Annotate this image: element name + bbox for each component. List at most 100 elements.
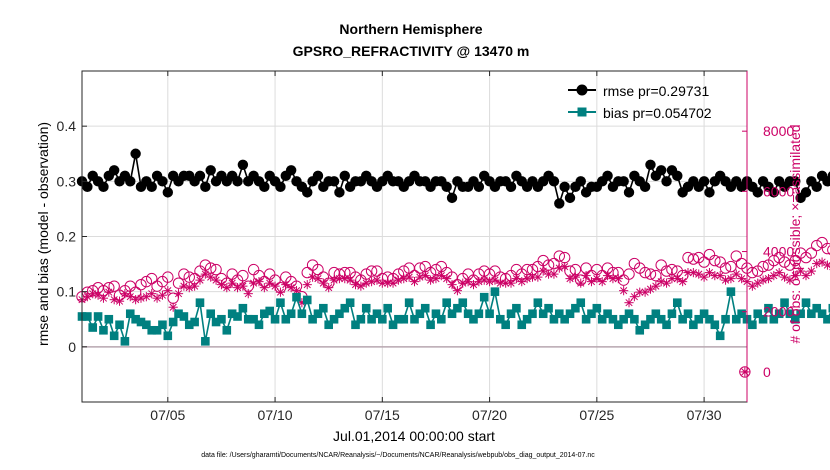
obs-assimilated-point (259, 283, 269, 293)
bias-point (785, 309, 795, 319)
x-tick-label: 07/05 (150, 407, 185, 423)
obs-possible-point (398, 265, 410, 277)
bias-point (265, 306, 275, 316)
obs-assimilated-point (747, 281, 757, 291)
bias-point (774, 309, 784, 319)
bias-point (624, 309, 634, 319)
bias-point (152, 325, 162, 335)
obs-possible-point (757, 260, 769, 273)
right-tick-label: 2000 (763, 304, 794, 320)
obs-assimilated-point (147, 289, 157, 299)
bias-point (721, 314, 730, 324)
obs-possible-point (365, 265, 378, 277)
obs-possible-point (623, 268, 635, 280)
obs-possible-point (548, 257, 560, 270)
rmse-point (645, 159, 656, 170)
bias-point (142, 320, 151, 330)
bias-point (630, 314, 639, 324)
bias-point (120, 337, 130, 346)
bias-point (415, 309, 425, 319)
bias-point (324, 320, 333, 330)
bias-point (351, 320, 360, 330)
bias-point (807, 309, 816, 319)
obs-possible-point (371, 265, 383, 277)
left-tick-label: 0 (68, 339, 76, 355)
obs-possible-point (805, 247, 818, 259)
rmse-point (752, 187, 763, 198)
bias-point (319, 303, 328, 313)
bias-point (453, 303, 462, 313)
rmse-point (623, 187, 635, 198)
bias-point (447, 309, 457, 319)
bias-point (469, 314, 478, 324)
obs-possible-point (221, 277, 233, 289)
bias-point (356, 314, 366, 324)
x-tick-label: 07/20 (472, 407, 507, 423)
rmse-point (505, 181, 517, 193)
bias-point (238, 303, 248, 313)
obs-possible-point (424, 266, 437, 279)
obs-possible-point (709, 254, 721, 267)
bias-point (404, 298, 414, 307)
obs-assimilated-point (565, 274, 575, 284)
bias-point (544, 303, 553, 313)
bias-point (458, 298, 468, 307)
bias-point (780, 298, 789, 307)
bias-point (136, 317, 146, 327)
bias-point (115, 320, 124, 330)
rmse-point (146, 181, 157, 193)
bias-point (485, 309, 494, 319)
obs-assimilated-point (785, 275, 795, 285)
obs-assimilated-point (635, 287, 645, 297)
obs-possible-point (768, 254, 780, 267)
obs-assimilated-point (597, 277, 607, 287)
bias-point (474, 309, 484, 319)
bias-point (823, 314, 830, 324)
bias-point (565, 309, 575, 319)
bias-point (104, 314, 114, 324)
bias-point (640, 320, 650, 330)
bias-point (710, 320, 720, 330)
bias-point (329, 314, 339, 324)
bias-point (554, 309, 564, 319)
bias-point (603, 309, 612, 319)
obs-assimilated-point (168, 302, 178, 312)
obs-possible-point (188, 272, 201, 285)
obs-assimilated-point (699, 272, 709, 282)
obs-assimilated-point (114, 296, 125, 306)
bias-point (581, 314, 591, 324)
obs-possible-point (349, 271, 362, 283)
bias-point (726, 287, 736, 296)
right-tick-label: 4000 (763, 244, 794, 260)
bias-point (662, 320, 671, 330)
bias-point (463, 309, 473, 319)
obs-assimilated-point (710, 271, 720, 281)
obs-possible-point (499, 272, 512, 285)
bias-point (206, 309, 216, 319)
left-tick-label: 0.3 (57, 173, 77, 189)
chart-title-line1: Northern Hemisphere (339, 21, 482, 37)
obs-assimilated-point (586, 277, 597, 287)
obs-possible-point (644, 268, 657, 280)
obs-possible-point (575, 274, 587, 286)
obs-assimilated-point (543, 269, 554, 279)
bias-point (651, 309, 661, 319)
obs-possible-point (430, 263, 442, 276)
obs-possible-point (237, 269, 249, 282)
obs-possible-point (167, 292, 179, 304)
bias-point (345, 298, 355, 307)
rmse-point (157, 176, 168, 187)
obs-assimilated-point (704, 268, 715, 278)
rmse-point (602, 170, 613, 182)
bias-point (683, 309, 693, 319)
obs-assimilated-point (549, 269, 559, 279)
rmse-point (125, 176, 136, 187)
obs-possible-point (135, 278, 147, 291)
obs-assimilated-point (694, 269, 704, 279)
obs-assimilated-point (152, 293, 162, 303)
right-axis-label: # of obs: o=possible; ×=assimilated (787, 124, 803, 343)
bias-point (297, 309, 307, 319)
obs-possible-point (414, 262, 426, 274)
bias-point (383, 303, 392, 313)
bias-point (147, 325, 157, 335)
